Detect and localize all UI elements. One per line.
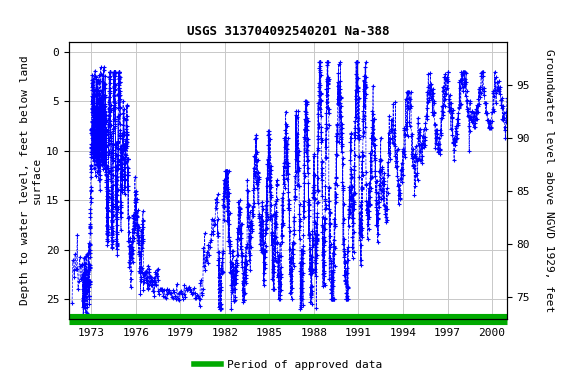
Y-axis label: Depth to water level, feet below land
surface: Depth to water level, feet below land su… xyxy=(20,56,41,305)
Y-axis label: Groundwater level above NGVD 1929, feet: Groundwater level above NGVD 1929, feet xyxy=(544,49,554,312)
Title: USGS 313704092540201 Na-388: USGS 313704092540201 Na-388 xyxy=(187,25,389,38)
Legend: Period of approved data: Period of approved data xyxy=(190,356,386,375)
